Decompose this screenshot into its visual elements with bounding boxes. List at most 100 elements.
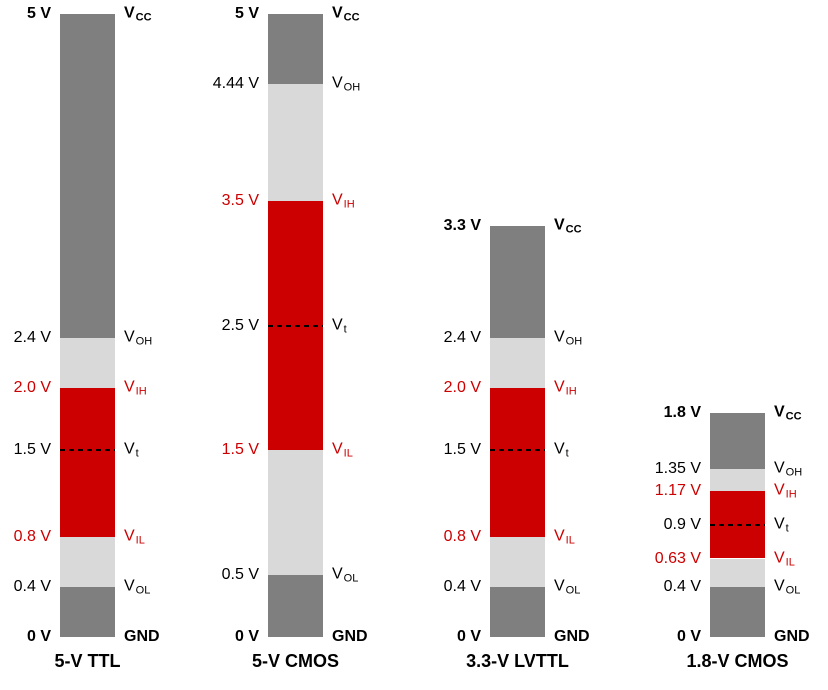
bar-segment-light_gray	[490, 537, 545, 588]
voltage-label: 0 V	[676, 628, 701, 645]
voltage-label: 0.4 V	[663, 578, 701, 596]
bar-segment-light_gray	[710, 468, 765, 492]
voltage-label: 0.4 V	[443, 578, 481, 596]
bar-segment-light_gray	[60, 537, 115, 588]
bar-segment-dark_gray	[490, 587, 545, 637]
voltage-label: 1.17 V	[654, 482, 701, 500]
voltage-label: 3.5 V	[221, 191, 259, 209]
signal-label-main: GND	[124, 628, 160, 645]
signal-label-main: V	[124, 328, 135, 346]
bar-caption-1-8v-cmos: 1.8-V CMOS	[686, 651, 789, 671]
bar-segment-dark_gray	[490, 225, 545, 338]
signal-label-main: V	[124, 4, 135, 22]
voltage-label: 0.4 V	[13, 578, 51, 596]
bar-segment-red	[60, 387, 115, 538]
signal-label-il: VIL	[774, 549, 795, 568]
bar-caption-5v-ttl: 5-V TTL	[54, 651, 121, 671]
threshold-dashed-line	[490, 449, 545, 452]
bar-segment-dark_gray	[710, 412, 765, 469]
signal-label-oh: VOH	[332, 74, 360, 93]
signal-label-main: V	[774, 481, 785, 499]
signal-label-gnd: GND	[332, 628, 368, 646]
signal-label-t: Vt	[774, 515, 789, 534]
signal-label-il: VIL	[554, 528, 575, 547]
signal-label-oh: VOH	[554, 328, 582, 347]
signal-label-subscript: IL	[565, 534, 575, 547]
signal-label-main: V	[124, 440, 135, 458]
voltage-label: 1.5 V	[443, 441, 481, 459]
voltage-label: 2.5 V	[221, 316, 259, 334]
signal-label-main: V	[774, 459, 785, 477]
voltage-label: 0 V	[26, 628, 51, 645]
signal-label-subscript: CC	[135, 11, 152, 24]
signal-label-cc: VCC	[554, 216, 582, 235]
signal-label-ih: VIH	[332, 191, 355, 210]
signal-label-ih: VIH	[124, 378, 147, 397]
signal-label-subscript: IH	[135, 385, 147, 398]
signal-label-t: Vt	[332, 316, 347, 335]
voltage-label: 0.8 V	[443, 528, 481, 546]
signal-label-main: V	[774, 549, 785, 566]
bar-segment-light_gray	[268, 83, 323, 201]
signal-label-ol: VOL	[124, 578, 150, 597]
signal-label-main: V	[124, 527, 135, 545]
signal-label-main: V	[554, 440, 565, 458]
signal-label-cc: VCC	[332, 5, 360, 24]
signal-label-main: V	[332, 440, 343, 458]
signal-label-main: GND	[774, 628, 810, 645]
signal-label-subscript: OL	[565, 584, 581, 597]
signal-label-main: V	[332, 4, 343, 22]
signal-label-subscript: OH	[565, 335, 583, 348]
signal-label-main: V	[774, 515, 785, 533]
signal-label-main: GND	[332, 628, 368, 645]
threshold-dashed-line	[710, 523, 765, 526]
signal-label-subscript: IL	[343, 447, 353, 460]
signal-label-oh: VOH	[124, 328, 152, 347]
signal-label-oh: VOH	[774, 459, 802, 478]
voltage-label: 0 V	[234, 628, 259, 645]
voltage-label: 0.5 V	[221, 565, 259, 583]
bar-caption-3-3v-lvttl: 3.3-V LVTTL	[466, 651, 569, 671]
signal-label-t: Vt	[124, 441, 139, 460]
signal-label-main: V	[332, 191, 343, 209]
threshold-dashed-line	[268, 324, 323, 327]
signal-label-subscript: t	[135, 447, 139, 460]
signal-label-main: V	[774, 577, 785, 595]
signal-label-main: V	[554, 577, 565, 595]
signal-label-subscript: IH	[785, 488, 797, 501]
bar-segment-light_gray	[268, 450, 323, 575]
voltage-label: 1.8 V	[663, 403, 701, 421]
signal-label-main: V	[554, 527, 565, 545]
voltage-label: 4.44 V	[212, 74, 259, 92]
bar-segment-dark_gray	[60, 14, 115, 338]
signal-label-main: V	[554, 328, 565, 346]
signal-label-subscript: IH	[343, 198, 355, 211]
signal-label-subscript: CC	[785, 410, 802, 423]
signal-label-main: V	[554, 216, 565, 234]
signal-label-subscript: OL	[343, 572, 359, 585]
signal-label-subscript: t	[343, 323, 347, 335]
signal-label-main: V	[332, 74, 343, 92]
signal-label-subscript: OH	[785, 466, 803, 479]
signal-label-il: VIL	[332, 441, 353, 460]
signal-label-cc: VCC	[124, 5, 152, 24]
voltage-label: 0.8 V	[13, 528, 51, 546]
signal-label-ol: VOL	[332, 565, 358, 584]
bar-caption-5v-cmos: 5-V CMOS	[251, 651, 339, 671]
bar-segment-dark_gray	[268, 14, 323, 84]
signal-label-main: V	[124, 577, 135, 595]
bar-segment-light_gray	[490, 337, 545, 388]
signal-label-subscript: IH	[565, 385, 577, 398]
bar-segment-red	[490, 387, 545, 538]
signal-label-gnd: GND	[774, 628, 810, 646]
signal-label-main: V	[124, 378, 135, 396]
signal-label-subscript: IL	[135, 534, 145, 547]
signal-label-subscript: IL	[785, 556, 795, 568]
voltage-label: 1.5 V	[221, 441, 259, 459]
signal-label-cc: VCC	[774, 403, 802, 422]
